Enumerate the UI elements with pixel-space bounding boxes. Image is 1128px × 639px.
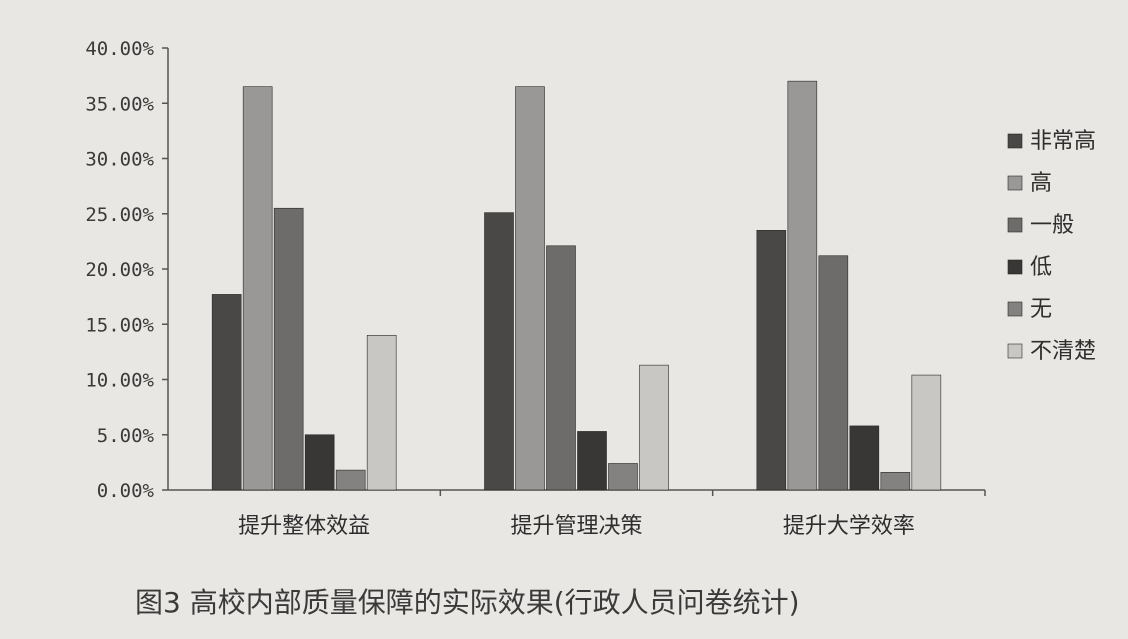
bar	[911, 374, 942, 491]
bar	[484, 212, 514, 491]
bar	[242, 86, 273, 491]
bars	[211, 80, 942, 491]
bar	[818, 255, 849, 491]
legend-swatch	[1007, 343, 1023, 359]
bar	[756, 230, 787, 491]
legend-swatch	[1007, 301, 1023, 317]
bar	[577, 431, 607, 491]
legend-label: 低	[1030, 255, 1052, 280]
y-tick-label: 15.00%	[85, 314, 154, 336]
legend-swatch	[1007, 175, 1023, 191]
figure-caption: 图3 高校内部质量保障的实际效果(行政人员问卷统计)	[135, 586, 800, 619]
legend-label: 高	[1030, 171, 1052, 196]
axes: 0.00% 5.00% 10.00% 15.00% 20.00% 25.00% 30.00%…	[85, 38, 986, 539]
x-category-label: 提升管理决策	[510, 514, 642, 539]
legend-swatch	[1007, 259, 1023, 275]
y-tick-label: 0.00%	[97, 480, 155, 502]
x-category-label: 提升整体效益	[238, 514, 370, 539]
bar	[880, 472, 911, 491]
y-tick-label: 20.00%	[85, 259, 154, 281]
bar	[639, 364, 669, 491]
y-tick-label: 35.00%	[85, 93, 154, 115]
bar	[304, 434, 335, 491]
legend-label: 不清楚	[1030, 339, 1096, 364]
legend-label: 一般	[1030, 213, 1074, 238]
y-tick-label: 40.00%	[85, 38, 154, 60]
legend-swatch	[1007, 133, 1023, 149]
y-tick-label: 5.00%	[97, 425, 155, 447]
bar	[608, 463, 638, 491]
legend-swatch	[1007, 217, 1023, 233]
legend-label: 非常高	[1030, 129, 1096, 154]
y-tick-label: 10.00%	[85, 370, 154, 392]
y-tick-label: 25.00%	[85, 204, 154, 226]
bar	[515, 86, 545, 491]
bar	[335, 469, 366, 491]
bar	[211, 294, 242, 491]
y-tick-label: 30.00%	[85, 149, 154, 171]
bar	[546, 245, 576, 491]
x-category-label: 提升大学效率	[783, 514, 915, 539]
legend-label: 无	[1030, 297, 1052, 322]
bar	[273, 207, 304, 491]
bar	[787, 80, 818, 491]
bar	[366, 334, 397, 491]
bar	[849, 425, 880, 491]
